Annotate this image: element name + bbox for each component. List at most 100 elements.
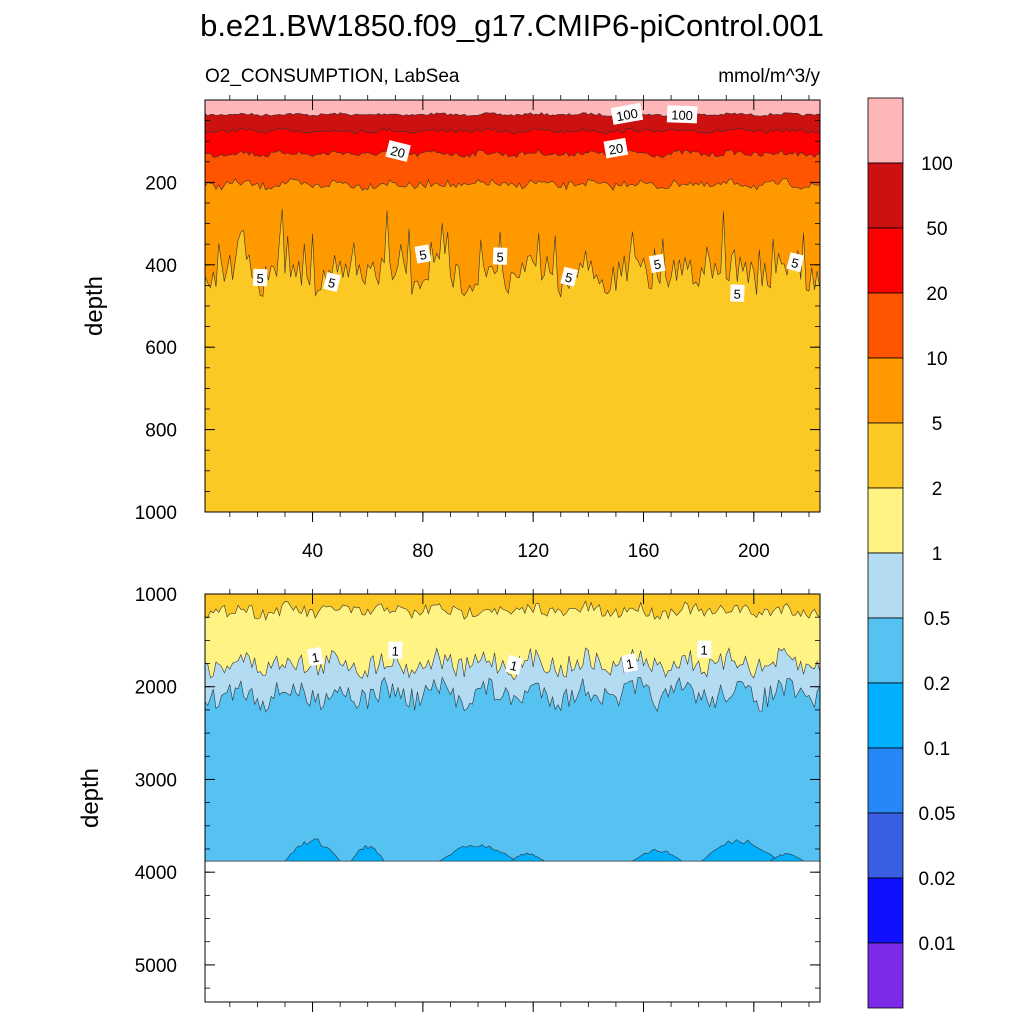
- x-tick-label: 200: [738, 541, 770, 562]
- svg-text:5: 5: [564, 270, 575, 286]
- colorbar-label: 100: [921, 154, 953, 175]
- svg-text:5: 5: [653, 256, 663, 272]
- svg-text:20: 20: [608, 140, 625, 157]
- contour-label: 5: [252, 268, 268, 287]
- colorbar-swatch: [867, 357, 904, 424]
- contour-label: 5: [730, 284, 745, 302]
- upper-panel: O2_CONSUMPTION, LabSea mmol/m^3/y 100 100…: [81, 66, 821, 562]
- svg-text:1: 1: [311, 650, 321, 666]
- colorbar-label: 10: [926, 349, 947, 370]
- figure-title: b.e21.BW1850.f09_g17.CMIP6-piControl.001: [200, 8, 824, 43]
- contour-fill-2: [205, 208, 820, 512]
- upper-contour-labels: 100 100 20 20 5 5 5 5 5 5 5 5: [252, 102, 805, 302]
- colorbar-label: 0.05: [919, 804, 956, 825]
- contour-label: 1: [621, 653, 638, 673]
- colorbar: 100 50 20 10 5 2 1 0.5 0.2 0.1 0.05 0.02 0.01: [867, 97, 956, 1009]
- colorbar-swatch: [867, 617, 904, 684]
- colorbar-swatch: [867, 682, 904, 749]
- upper-axes: 200 400 600 800 1000 40 80 120 160 200: [135, 95, 820, 562]
- svg-text:5: 5: [418, 247, 428, 263]
- colorbar-label: 1: [932, 544, 943, 565]
- svg-text:5: 5: [326, 275, 337, 291]
- colorbar-label: 2: [932, 479, 943, 500]
- contour-label: 5: [492, 247, 508, 265]
- y-tick-label: 800: [145, 421, 177, 442]
- svg-text:1: 1: [391, 643, 399, 658]
- contour-label: 20: [385, 140, 411, 162]
- contour-fill-0_1: [510, 852, 546, 862]
- x-tick-label: 120: [517, 541, 549, 562]
- y-tick-label: 200: [145, 173, 177, 194]
- lower-y-axis-label: depth: [77, 768, 104, 828]
- upper-y-axis-label: depth: [81, 276, 108, 336]
- colorbar-label: 50: [926, 219, 947, 240]
- y-tick-label: 600: [145, 338, 177, 359]
- colorbar-swatch: [867, 942, 904, 1009]
- y-tick-label: 3000: [135, 770, 177, 791]
- lower-axes: 1000 2000 3000 4000 5000: [135, 585, 820, 1012]
- contour-fill-0_1: [350, 845, 385, 862]
- contour-label: 1: [388, 641, 403, 659]
- contour-label: 100: [666, 105, 698, 124]
- colorbar-swatch: [867, 812, 904, 879]
- svg-text:1: 1: [700, 642, 708, 657]
- x-tick-label: 80: [412, 541, 433, 562]
- y-tick-label: 2000: [135, 678, 177, 699]
- contour-label: 5: [786, 252, 805, 273]
- colorbar-swatch: [867, 227, 904, 294]
- svg-text:5: 5: [733, 286, 741, 301]
- lower-panel: 1 1 1 1 1 1000 2000 3000 4000 5000 depth: [77, 585, 821, 1012]
- contour-label: 100: [610, 102, 644, 125]
- colorbar-swatch: [867, 97, 904, 164]
- x-tick-label: 160: [628, 541, 660, 562]
- colorbar-swatch: [867, 877, 904, 944]
- contour-fill-0_1: [284, 838, 341, 862]
- contour-label: 5: [414, 244, 432, 264]
- contour-label: 5: [560, 266, 578, 287]
- contour-fill-0_1: [769, 852, 805, 862]
- colorbar-swatch: [867, 487, 904, 554]
- lower-contour-labels: 1 1 1 1 1: [306, 640, 712, 675]
- contour-label: 5: [323, 272, 341, 292]
- colorbar-label: 0.5: [924, 609, 950, 630]
- contour-label: 5: [648, 253, 666, 274]
- svg-text:5: 5: [256, 271, 264, 286]
- y-tick-label: 5000: [135, 956, 177, 977]
- contour-label: 1: [696, 640, 712, 658]
- contour-fill-0_1: [438, 844, 518, 862]
- svg-text:1: 1: [508, 658, 519, 674]
- x-tick-label: 40: [302, 541, 323, 562]
- colorbar-label: 0.02: [919, 869, 956, 890]
- y-tick-label: 1000: [135, 585, 177, 606]
- colorbar-label: 0.2: [924, 674, 950, 695]
- upper-contour-fills: [205, 100, 820, 512]
- colorbar-label: 5: [932, 414, 943, 435]
- lower-plot-frame: [204, 593, 821, 1003]
- contour-fill-0_1: [631, 848, 684, 862]
- contour-label: 1: [306, 647, 324, 667]
- svg-text:100: 100: [671, 107, 693, 123]
- y-tick-label: 400: [145, 256, 177, 277]
- colorbar-label: 0.1: [924, 739, 950, 760]
- svg-text:5: 5: [790, 255, 801, 271]
- y-tick-label: 1000: [135, 503, 177, 524]
- colorbar-swatch: [867, 552, 904, 619]
- colorbar-swatch: [867, 292, 904, 359]
- colorbar-label: 0.01: [919, 934, 956, 955]
- contour-fill-0_2: [205, 676, 820, 862]
- contour-fill-0_1: [700, 839, 780, 862]
- contour-label: 20: [603, 137, 629, 159]
- colorbar-label: 20: [926, 284, 947, 305]
- panel-units-label: mmol/m^3/y: [718, 66, 820, 87]
- panel-variable-label: O2_CONSUMPTION, LabSea: [205, 66, 460, 87]
- contour-label: 1: [505, 654, 523, 675]
- lower-contour-fills: [205, 594, 820, 862]
- colorbar-swatch: [867, 422, 904, 489]
- svg-text:20: 20: [389, 143, 407, 161]
- colorbar-swatch: [867, 162, 904, 229]
- svg-text:1: 1: [625, 656, 635, 672]
- colorbar-swatch: [867, 747, 904, 814]
- svg-text:100: 100: [615, 106, 639, 125]
- svg-text:5: 5: [496, 249, 504, 264]
